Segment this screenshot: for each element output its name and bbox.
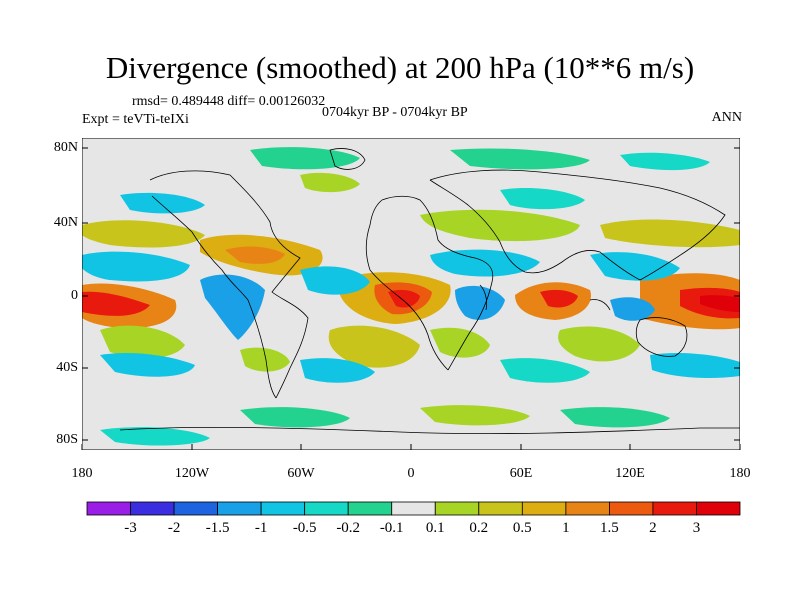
colorbar-cell [521,501,567,516]
colorbar-label: -0.1 [379,520,404,536]
colorbar-cell [652,501,697,516]
colorbar-cell [86,501,131,516]
experiment-text: Expt = teVTi-teIXi [82,112,189,127]
lat-label-40n: 40N [53,215,78,230]
lon-label-60w: 60W [287,466,315,481]
map-title: Divergence (smoothed) at 200 hPa (10**6 … [105,50,695,85]
period-text: 0704kyr BP - 0704kyr BP [322,105,468,120]
lat-label-80n: 80N [53,140,78,155]
colorbar-cell [696,501,741,516]
colorbar-cell [434,501,480,516]
colorbar-label: -2 [167,520,181,536]
lon-label-120w: 120W [174,466,210,481]
colorbar-label: 1 [562,520,570,536]
colorbar-label: -3 [124,520,137,536]
colorbar-label: 0.2 [469,520,489,536]
colorbar-cell [304,501,349,516]
colorbar-label: 0.5 [512,520,532,536]
lon-label-180w: 180 [71,466,93,481]
colorbar-cell [609,501,654,516]
colorbar-label: -0.2 [336,520,361,536]
colorbar-cell [260,501,306,516]
colorbar-label: 0.1 [425,520,445,536]
lon-label-0: 0 [407,466,415,481]
colorbar-label: 3 [692,520,701,536]
colorbar-cell [565,501,610,516]
colorbar-label: -1 [254,520,268,536]
colorbar-cell [130,501,175,516]
colorbar-cell [217,501,262,516]
colorbar-label: -1.5 [205,520,230,536]
colorbar-label: 1.5 [600,520,619,536]
map-ticks [81,147,741,450]
lon-label-60e: 60E [509,466,533,481]
colorbar-label: 2 [649,520,657,536]
lat-label-40s: 40S [56,360,78,375]
colorbar-cell [347,501,393,516]
colorbar-cell [391,501,436,516]
coastlines [119,148,740,435]
lon-label-120e: 120E [615,466,645,481]
field-patch-convergence [82,251,190,282]
colorbar-cell [478,501,523,516]
lat-label-80s: 80S [56,432,78,447]
rmsd-text: rmsd= 0.489448 diff= 0.00126032 [132,94,326,109]
season-text: ANN [711,110,742,125]
colorbar-cell [173,501,219,516]
lon-label-180e: 180 [729,466,751,481]
colorbar [86,501,741,516]
lat-label-0: 0 [71,288,78,303]
colorbar-label: -0.5 [292,520,317,536]
